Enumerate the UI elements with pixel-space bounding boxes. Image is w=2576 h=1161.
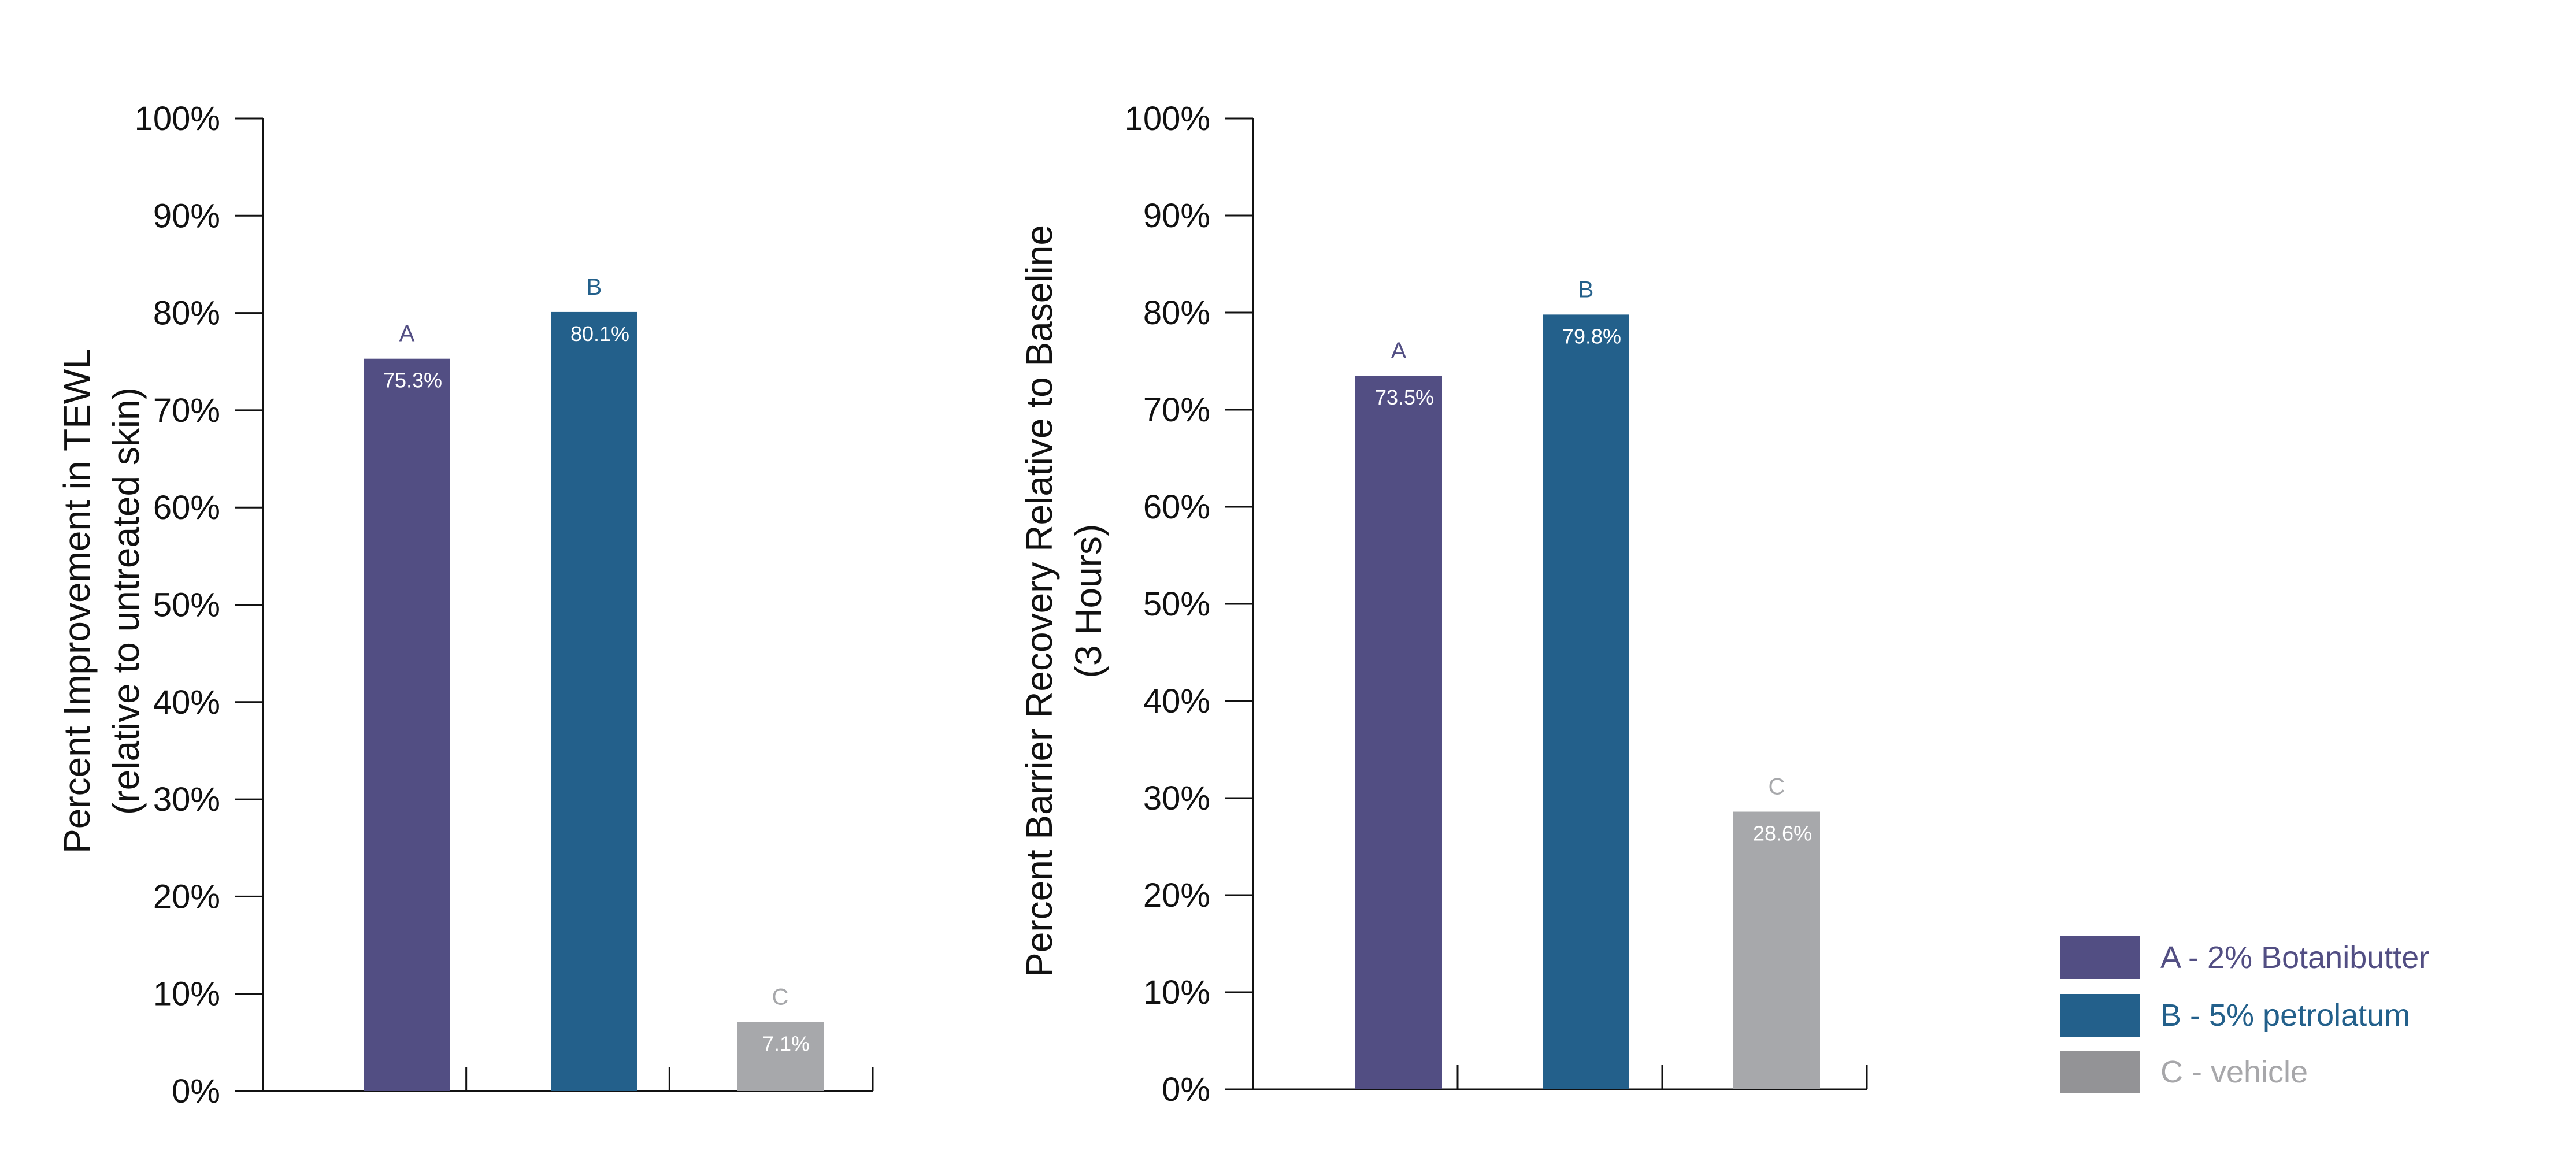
bar-category-label: B bbox=[1578, 277, 1594, 302]
y-tick-label: 30% bbox=[1143, 780, 1210, 817]
y-axis-label: (3 Hours) bbox=[1068, 524, 1109, 678]
legend-label: A - 2% Botanibutter bbox=[2160, 940, 2429, 975]
chart-barrier-recovery: 0% 10% 20% 30% 40% 50% 60% 70% 80% 90% 100% A 73.5% B… bbox=[1018, 100, 1868, 1108]
y-axis-label: Percent Barrier Recovery Relative to Bas… bbox=[1018, 225, 1060, 977]
legend: A - 2% Botanibutter B - 5% petrolatum C - … bbox=[2060, 936, 2429, 1093]
data-label: 75.3% bbox=[383, 369, 442, 392]
y-tick-label: 20% bbox=[153, 878, 220, 915]
bar-a bbox=[1355, 376, 1442, 1090]
y-tick-label: 100% bbox=[135, 100, 220, 138]
y-tick-label: 70% bbox=[1143, 391, 1210, 429]
y-tick-label: 30% bbox=[153, 781, 220, 818]
bar-c bbox=[1733, 811, 1820, 1089]
legend-swatch bbox=[2060, 1051, 2140, 1093]
data-label: 73.5% bbox=[1375, 385, 1434, 409]
y-tick-label: 10% bbox=[153, 975, 220, 1013]
bar-category-label: C bbox=[772, 985, 789, 1010]
bar-category-label: A bbox=[399, 321, 415, 347]
y-tick-label: 60% bbox=[1143, 488, 1210, 526]
bar-category-label: B bbox=[587, 275, 602, 300]
y-axis-label: (relative to untreated skin) bbox=[105, 387, 147, 815]
legend-label: C - vehicle bbox=[2160, 1055, 2308, 1089]
legend-label: B - 5% petrolatum bbox=[2160, 998, 2410, 1033]
y-tick-label: 90% bbox=[153, 197, 220, 235]
bar-a bbox=[364, 358, 450, 1092]
y-tick-label: 0% bbox=[1162, 1071, 1210, 1108]
legend-swatch bbox=[2060, 994, 2140, 1037]
y-tick-label: 40% bbox=[1143, 682, 1210, 720]
bar-category-label: C bbox=[1769, 774, 1785, 800]
chart-tewl-improvement: 0% 10% 20% 30% 40% 50% 60% 70% 80% 90% 100% A 75.3% B… bbox=[56, 100, 874, 1110]
y-axis-label: Percent Improvement in TEWL bbox=[56, 348, 98, 854]
y-tick-label: 60% bbox=[153, 489, 220, 526]
y-tick-label: 90% bbox=[1143, 197, 1210, 235]
y-tick-label: 50% bbox=[153, 587, 220, 624]
y-tick-label: 0% bbox=[172, 1073, 220, 1110]
y-tick-label: 10% bbox=[1143, 974, 1210, 1011]
data-label: 7.1% bbox=[762, 1032, 810, 1056]
bar-c bbox=[737, 1022, 824, 1091]
y-tick-label: 100% bbox=[1125, 100, 1210, 138]
data-label: 80.1% bbox=[570, 322, 629, 346]
bar-b bbox=[1543, 314, 1629, 1089]
legend-swatch bbox=[2060, 936, 2140, 979]
y-tick-label: 70% bbox=[153, 392, 220, 429]
bar-category-label: A bbox=[1391, 338, 1407, 363]
y-tick-label: 50% bbox=[1143, 585, 1210, 623]
y-tick-label: 80% bbox=[153, 295, 220, 332]
data-label: 79.8% bbox=[1562, 324, 1621, 348]
y-tick-label: 40% bbox=[153, 684, 220, 721]
y-tick-label: 80% bbox=[1143, 294, 1210, 332]
data-label: 28.6% bbox=[1753, 822, 1812, 845]
bar-b bbox=[551, 311, 637, 1091]
y-tick-label: 20% bbox=[1143, 877, 1210, 914]
